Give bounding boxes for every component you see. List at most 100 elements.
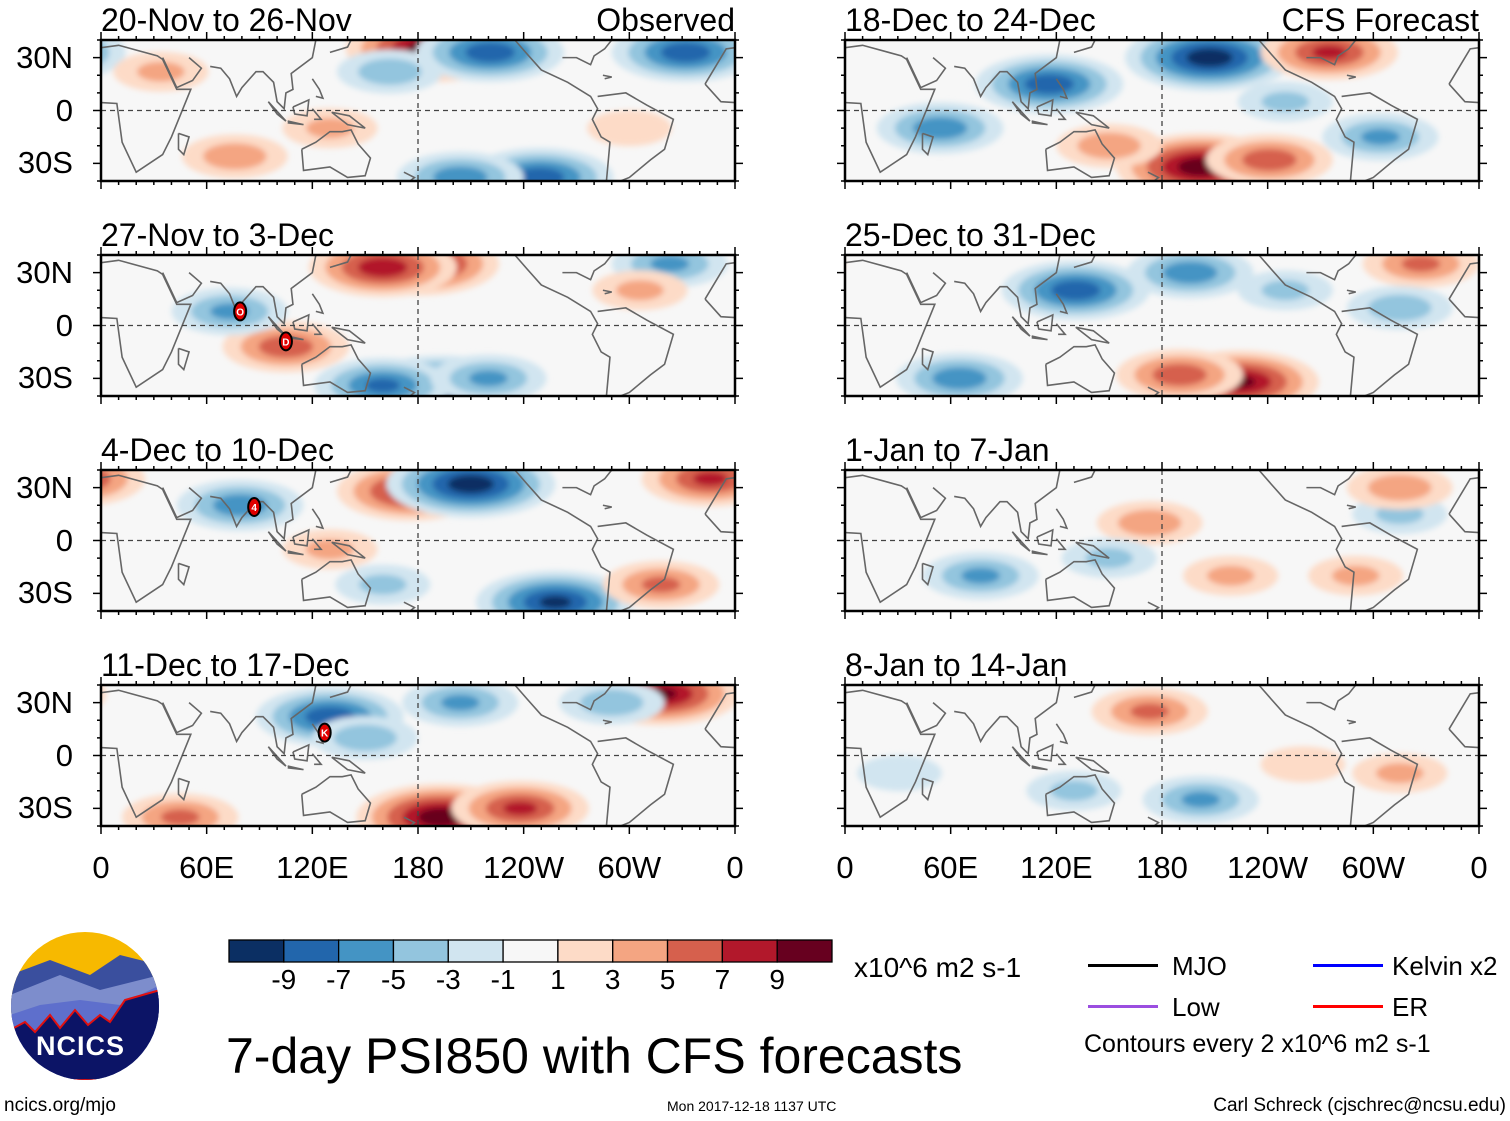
- colorbar-swatch: [392, 939, 449, 963]
- anomaly-contour: [358, 257, 408, 278]
- coastline: [1306, 255, 1357, 281]
- anomaly-contour: [502, 801, 538, 816]
- coastline: [1055, 508, 1069, 530]
- coastline: [1055, 753, 1067, 766]
- coastline: [562, 40, 613, 66]
- map-panel: [837, 677, 1487, 834]
- anomaly-contour: [1331, 565, 1380, 586]
- coastline: [1075, 111, 1110, 129]
- ncics-logo: [11, 932, 159, 1080]
- coastline: [1044, 773, 1116, 824]
- coastline: [1011, 531, 1031, 552]
- coastline: [403, 816, 416, 826]
- colorbar-label: 1: [550, 964, 566, 995]
- coastline: [602, 289, 612, 295]
- anomaly-contour: [961, 567, 1000, 584]
- storm-marker: D: [278, 331, 293, 352]
- coastline: [812, 348, 823, 369]
- colorbar-swatch: [776, 939, 833, 963]
- coastline: [1306, 40, 1357, 66]
- colorbar-label: -5: [381, 964, 406, 995]
- coastline: [300, 773, 372, 824]
- anomaly-contour: [587, 110, 672, 147]
- coastline: [101, 474, 193, 604]
- anomaly-contour: [1051, 280, 1101, 301]
- coastline: [177, 132, 191, 157]
- coastline: [403, 171, 416, 181]
- coastline: [161, 57, 203, 89]
- anomaly-contour: [776, 801, 853, 833]
- coastline: [1036, 528, 1054, 547]
- coastline: [1044, 558, 1116, 609]
- lat-label: 30N: [16, 469, 73, 505]
- anomaly-contour: [1401, 255, 1441, 272]
- anomaly-contour: [333, 724, 397, 751]
- figure-title: 7-day PSI850 with CFS forecasts: [226, 1028, 963, 1084]
- colorbar-swatch: [447, 939, 504, 963]
- coastline: [300, 558, 372, 609]
- coastline: [1258, 40, 1355, 181]
- coastline: [1147, 601, 1160, 611]
- coastline: [311, 538, 323, 551]
- legend-label-mjo: MJO: [1172, 951, 1227, 981]
- coastline: [514, 255, 611, 396]
- coastline: [905, 57, 947, 89]
- legend-line-mjo: [1088, 964, 1158, 967]
- coastline: [300, 128, 372, 179]
- coastline: [1011, 746, 1031, 767]
- coastline: [403, 601, 416, 611]
- coastline: [905, 272, 947, 304]
- panel-title: 20-Nov to 26-Nov: [101, 2, 352, 38]
- coastline: [329, 40, 352, 54]
- coastline: [921, 347, 935, 372]
- coastline: [845, 259, 937, 389]
- coastline: [812, 563, 823, 584]
- anomaly-contour: [1375, 504, 1424, 525]
- lat-label: 30S: [17, 145, 73, 181]
- anomaly-contour: [1181, 791, 1221, 808]
- coastline: [954, 470, 1061, 541]
- coastline: [311, 753, 323, 766]
- colorbar-label: -3: [435, 964, 461, 995]
- panel-tag: CFS Forecast: [1281, 2, 1479, 38]
- coastline: [1055, 538, 1067, 551]
- lat-label: 30N: [16, 39, 73, 75]
- anomaly-contour: [1130, 703, 1170, 720]
- anomaly-contour: [0, 571, 1, 634]
- anomaly-contour: [306, 118, 354, 139]
- coastline: [329, 470, 352, 484]
- coastline: [1075, 326, 1110, 344]
- anomaly-contour: [306, 539, 354, 560]
- coastline: [1346, 719, 1356, 725]
- coastline: [514, 470, 611, 611]
- anomaly-contour: [641, 576, 681, 593]
- coastline: [845, 689, 937, 819]
- coastline: [905, 487, 947, 519]
- anomaly-contour: [661, 42, 711, 63]
- coastline: [267, 531, 287, 552]
- lon-label: 120W: [483, 850, 565, 885]
- coastline: [1031, 765, 1048, 771]
- anomaly-contour: [693, 471, 728, 486]
- coastline: [1044, 343, 1116, 394]
- panel-title: 18-Dec to 24-Dec: [845, 2, 1096, 38]
- coastline: [1055, 323, 1067, 336]
- coastline: [921, 562, 935, 587]
- colorbar-swatch: [557, 939, 614, 963]
- coastline: [1073, 255, 1096, 269]
- coastline: [161, 487, 203, 519]
- anomaly-contour: [1242, 148, 1297, 171]
- anomaly-contour: [650, 255, 690, 272]
- anomaly-contour: [768, 256, 807, 272]
- coastline: [101, 259, 193, 389]
- coastline: [177, 347, 191, 372]
- coastline: [210, 255, 317, 326]
- logo-text: NCICS: [36, 1031, 126, 1061]
- lat-label: 0: [55, 522, 73, 558]
- coastline: [210, 685, 317, 756]
- colorbar-swatch: [228, 939, 285, 963]
- anomaly-contour: [101, 470, 111, 489]
- units-label: x10^6 m2 s-1: [854, 952, 1022, 983]
- coastline: [300, 343, 372, 394]
- anomaly-contour: [1050, 780, 1098, 801]
